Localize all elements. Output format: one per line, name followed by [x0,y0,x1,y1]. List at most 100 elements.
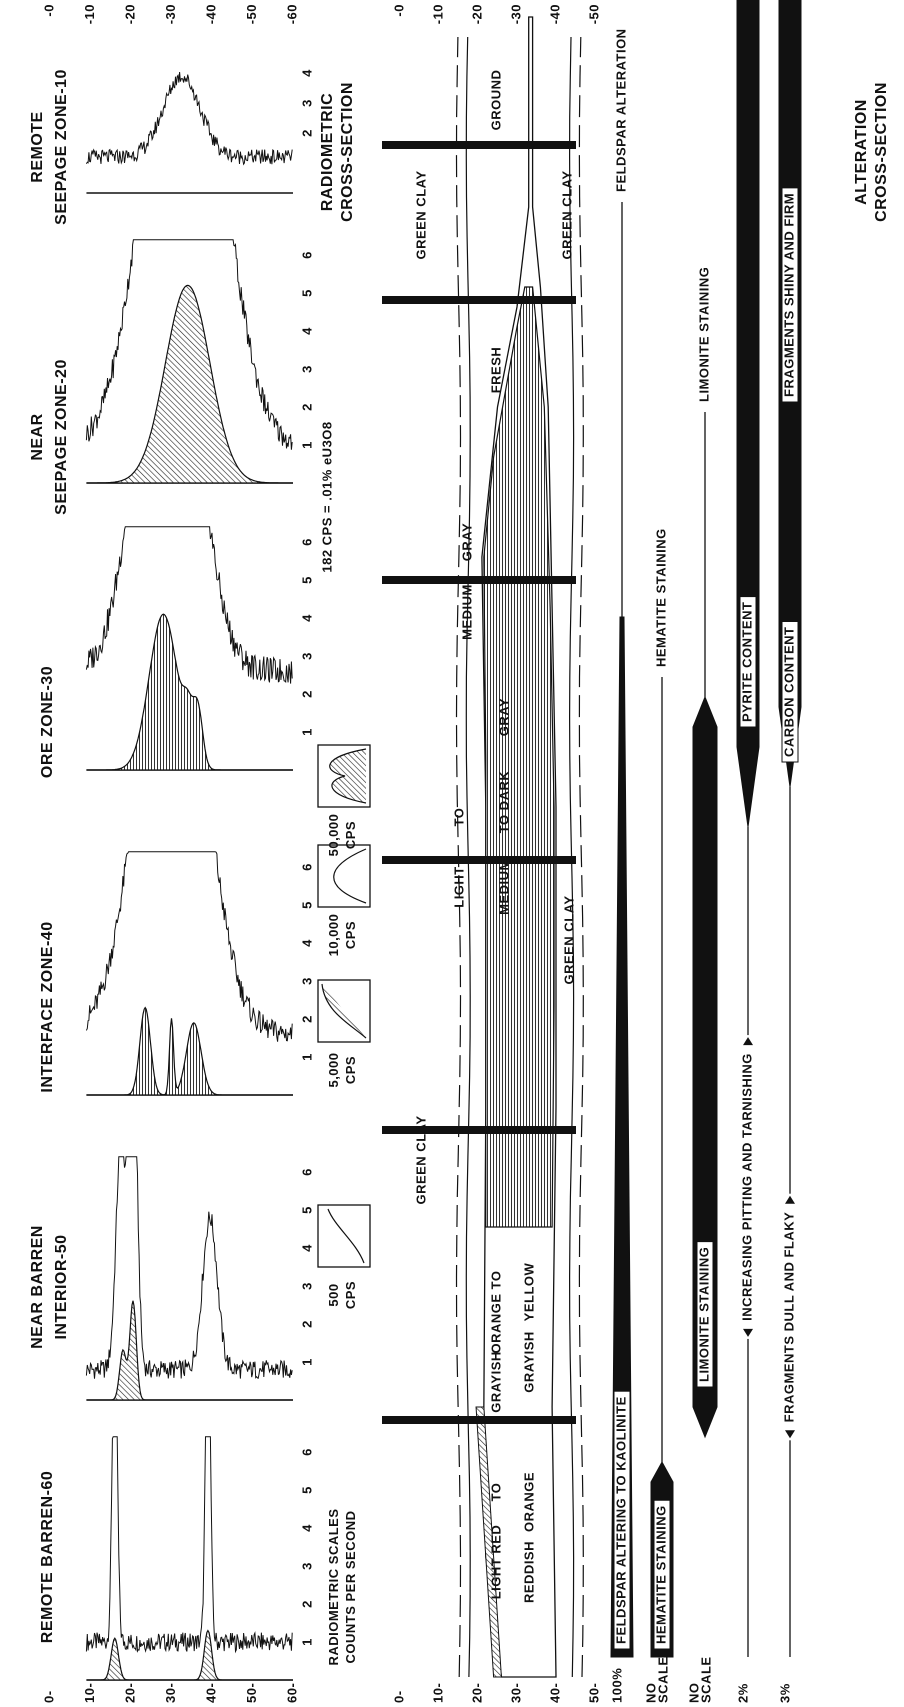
zone-title: REMOTE [29,111,46,182]
bar-label: LIMONITE STAINING [696,1247,711,1382]
spectrum-trace [85,71,293,166]
spectrum-trace [85,1436,293,1654]
depth-label: -50 [586,4,601,24]
lithology-label: GRAY [496,698,511,736]
bar-label-box [781,621,799,763]
arrow-head [743,1037,753,1046]
depth-label: 40- [203,1683,218,1703]
depth-label: 30- [163,1683,178,1703]
scale-caption: RADIOMETRIC SCALES [326,1508,341,1665]
zone-title: NEAR BARREN [29,1225,46,1349]
zone-title: INTERFACE ZONE-40 [39,921,56,1092]
end-label: HEMATITE STAINING [653,528,668,667]
lithology-label: TO [488,1483,503,1502]
scale-tick-label: 2 [299,403,314,411]
scale-tick-label: 4 [299,939,314,947]
scale-tick-label: 2 [299,1600,314,1608]
lithology-label: LIGHT [451,866,466,908]
lithology-label: TO DARK [496,771,511,834]
end-label: FELDSPAR ALTERATION [613,28,628,192]
depth-label: 60- [284,1683,299,1703]
alteration-scale: NO [686,1683,701,1704]
calibration-note: 182 CPS = .01% eU3O8 [319,421,334,572]
lithology-label: MEDIUM [459,584,474,640]
scale-box-curve [333,848,367,904]
scale-tick-label: 1 [299,1358,314,1366]
scale-tick-label: 6 [299,251,314,259]
bar-label: CARBON CONTENT [781,627,796,758]
alteration-scale: 100% [609,1668,624,1703]
depth-label: 50- [586,1683,601,1703]
bar-label-box [739,596,757,728]
scale-box-label: 50,000 [326,814,341,857]
spectrum-fill [86,1629,293,1681]
lithology-label: TO [451,808,466,827]
scale-tick-label: 3 [299,652,314,660]
alteration-scale: NO [643,1683,658,1704]
scale-tick-label: 4 [299,1244,314,1252]
zone-title: REMOTE BARREN-60 [39,1471,56,1643]
scale-box-label: 5,000 [326,1052,341,1087]
end-label: LIMONITE STAINING [696,267,711,402]
bar-label-box [653,1499,671,1650]
depth-label: -40 [203,4,218,24]
depth-label: 20- [469,1683,484,1703]
lithology-label: GREEN CLAY [561,895,576,984]
scale-box-label: CPS [343,921,358,949]
depth-label: 10- [82,1683,97,1703]
scale-box-curve [329,748,367,804]
scale-tick-label: 5 [299,576,314,584]
scale-tick-label: 3 [299,1282,314,1290]
lithology-label: GREEN CLAY [413,1115,428,1204]
bar-label: FELDSPAR ALTERING TO KAOLINITE [613,1396,628,1644]
ore-body [483,286,555,1228]
arrow-head [785,1195,795,1204]
scale-box [317,1204,371,1268]
lithology-label: LIGHT RED [488,1525,503,1600]
note-label: INCREASING PITTING AND TARNISHING [739,1053,754,1321]
scale-box-label: 500 [326,1283,341,1306]
zone-title: SEEPAGE ZONE-10 [53,69,70,225]
scale-tick-label: 4 [299,1524,314,1532]
arrow-head [743,1328,753,1337]
scale-tick-label: 2 [299,690,314,698]
depth-label: 0- [41,1690,56,1703]
section-title: CROSS-SECTION [873,82,890,222]
depth-label: 50- [244,1683,259,1703]
section-title: RADIOMETRIC [319,93,336,211]
zone-title: INTERIOR-50 [53,1234,70,1339]
depth-label: 10- [430,1683,445,1703]
scale-tick-label: 4 [299,614,314,622]
arrow-head [785,1430,795,1439]
spectrum-fill [86,1300,293,1401]
depth-label: -30 [163,4,178,24]
scale-tick-label: 3 [299,99,314,107]
alteration-scale: 2% [735,1683,750,1703]
depth-label: -10 [430,4,445,24]
section-title: ALTERATION [853,99,870,205]
lithology-label: GROUND [488,70,503,131]
depth-label: 40- [547,1683,562,1703]
zone-title: SEEPAGE ZONE-20 [53,359,70,515]
spectrum-trace [85,239,293,450]
scale-tick-label: 1 [299,728,314,736]
scale-box-label: 10,000 [326,914,341,957]
spectrum-fill [86,1006,293,1096]
scale-tick-label: 6 [299,538,314,546]
note-label: FRAGMENTS DULL AND FLAKY [781,1212,796,1423]
zone-title: ORE ZONE-30 [39,666,56,778]
lithology-label: GREEN CLAY [559,170,574,259]
scale-tick-label: 4 [299,327,314,335]
spectrum-trace [85,851,293,1042]
scale-tick-label: 1 [299,1638,314,1646]
depth-label: 0- [391,1690,406,1703]
depth-label: -50 [244,4,259,24]
scale-tick-label: 3 [299,977,314,985]
bar-label: FRAGMENTS SHINY AND FIRM [781,193,796,397]
depth-label: 30- [508,1683,523,1703]
note-bg [740,1035,756,1339]
lithology-label: GRAYISH [488,1351,503,1413]
scale-tick-label: 2 [299,1015,314,1023]
bar-label-box [696,1241,714,1388]
